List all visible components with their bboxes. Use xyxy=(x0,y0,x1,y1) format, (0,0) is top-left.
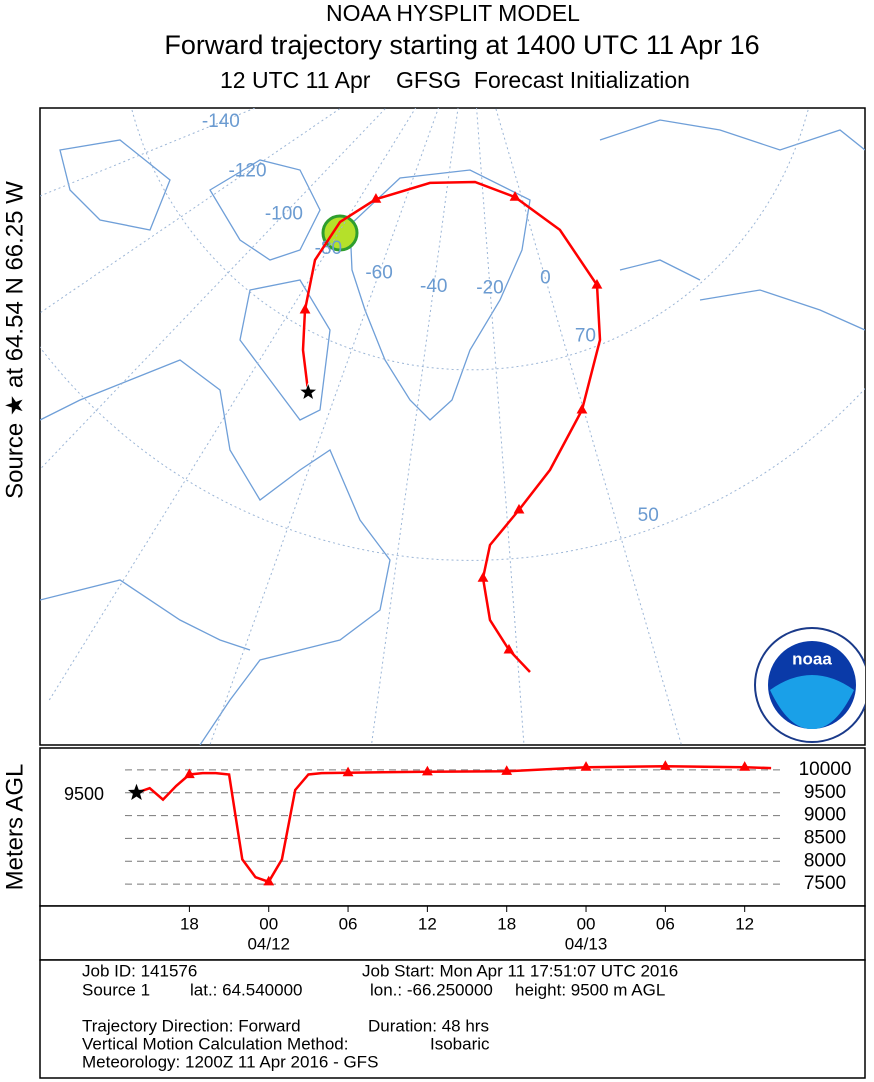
x-tick-label: 12 xyxy=(418,914,437,933)
title: NOAA HYSPLIT MODEL xyxy=(326,0,580,26)
logo-text: noaa xyxy=(792,649,832,668)
trajectory-marker xyxy=(299,303,311,314)
height-marker xyxy=(421,765,433,776)
trajectory-marker xyxy=(370,193,382,203)
y-tick-label: 9000 xyxy=(804,805,846,826)
height-marker xyxy=(580,761,592,771)
init-line: 12 UTC 11 Apr GFSG Forecast Initializati… xyxy=(220,67,690,93)
trajectory-marker xyxy=(591,278,603,289)
meridian xyxy=(40,108,342,314)
meridian xyxy=(40,108,257,197)
meridian-label: -140 xyxy=(202,111,240,132)
y-tick-label: 8000 xyxy=(804,850,846,871)
meteorology: Meteorology: 1200Z 11 Apr 2016 - GFS xyxy=(82,1052,378,1071)
height-marker xyxy=(739,761,751,771)
trajectory xyxy=(301,180,602,673)
direction: Trajectory Direction: Forward xyxy=(82,1016,301,1035)
meridian xyxy=(476,108,525,745)
parallel-label: 50 xyxy=(638,505,659,526)
x-tick-label: 12 xyxy=(735,914,754,933)
x-tick-label: 00 xyxy=(259,914,278,933)
x-tick-label: 00 xyxy=(577,914,596,933)
source: Source 1 xyxy=(82,980,150,999)
meridian-label: 0 xyxy=(540,267,551,288)
job-id: Job ID: 141576 xyxy=(82,961,197,980)
method: Vertical Motion Calculation Method: xyxy=(82,1034,348,1053)
meridian xyxy=(48,108,417,701)
y-tick-label: 7500 xyxy=(804,873,846,894)
x-tick-label: 18 xyxy=(180,914,199,933)
trajectory-marker xyxy=(513,503,525,514)
height-marker xyxy=(263,875,275,886)
height-frame xyxy=(39,747,866,907)
side-label: Source ★ at 64.54 N 66.25 W xyxy=(1,181,28,499)
x-tick-label: 06 xyxy=(339,914,358,933)
meridian xyxy=(370,108,459,745)
job-start: Job Start: Mon Apr 11 17:51:07 UTC 2016 xyxy=(362,961,678,980)
greenland-coast xyxy=(349,169,531,421)
subtitle: Forward trajectory starting at 1400 UTC … xyxy=(164,30,759,60)
x-tick-label: 06 xyxy=(656,914,675,933)
parallel xyxy=(130,108,810,371)
time-axis-frame xyxy=(39,905,866,961)
height-marker xyxy=(659,760,671,770)
meridian-label: -100 xyxy=(265,204,303,225)
map: noaa -140 -120 -100 -80 -60 -40 -20 0 70 50 xyxy=(40,108,865,745)
source-height-label: 9500 xyxy=(64,784,104,804)
y-tick-label: 10000 xyxy=(799,759,852,780)
x-tick-label: 18 xyxy=(497,914,516,933)
highlight-circle xyxy=(321,214,359,252)
date-label: 04/13 xyxy=(565,934,608,953)
duration: Duration: 48 hrs xyxy=(368,1016,489,1035)
height: height: 9500 m AGL xyxy=(515,980,665,999)
meridian xyxy=(209,108,439,745)
height-marker xyxy=(342,766,354,777)
meridian-label: -40 xyxy=(420,276,447,297)
noaa-logo-wave xyxy=(770,675,854,730)
meridian-label: -80 xyxy=(315,238,342,259)
lon: lon.: -66.250000 xyxy=(370,980,493,999)
method-value: Isobaric xyxy=(430,1034,490,1053)
trajectory-marker xyxy=(503,643,515,654)
date-label: 04/12 xyxy=(247,934,290,953)
y-tick-label: 9500 xyxy=(804,782,846,803)
meridian xyxy=(40,108,387,471)
source-star xyxy=(298,382,318,401)
trajectory-marker xyxy=(576,403,588,414)
parallel xyxy=(40,346,865,561)
meridian-label: -20 xyxy=(476,277,503,298)
other-coasts xyxy=(40,119,865,651)
source-star xyxy=(128,783,146,800)
height-marker xyxy=(183,768,195,779)
north-america-coast xyxy=(40,359,391,745)
map-frame xyxy=(39,107,866,746)
meridian-label: -120 xyxy=(228,161,266,182)
y-tick-label: 8500 xyxy=(804,827,846,848)
lat: lat.: 64.540000 xyxy=(190,980,302,999)
meridian-label: -60 xyxy=(365,262,392,283)
height-marker xyxy=(501,765,513,775)
meridian xyxy=(495,108,682,745)
trajectory-marker xyxy=(477,572,489,582)
height-line xyxy=(136,765,772,884)
trajectory-marker xyxy=(509,191,521,201)
parallel-label: 70 xyxy=(575,325,596,346)
height-axis-label: Meters AGL xyxy=(1,764,28,891)
footer-frame xyxy=(39,959,866,1079)
arctic-islands xyxy=(59,139,331,421)
